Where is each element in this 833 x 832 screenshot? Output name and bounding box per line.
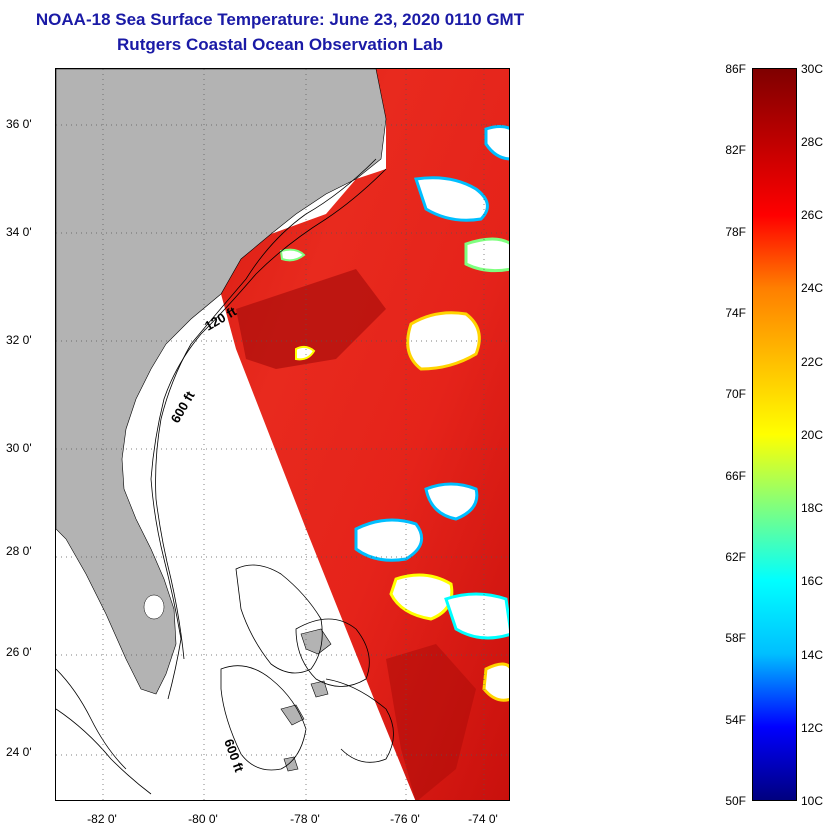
colorbar-label-58f: 58F — [725, 631, 746, 645]
map-panel: 120 ft 600 ft 600 ft — [55, 68, 510, 801]
colorbar-label-20c: 20C — [801, 428, 824, 442]
lon-label-78: -78 0' — [290, 812, 320, 826]
us-landmass — [56, 69, 387, 695]
colorbar-label-22c: 22C — [801, 355, 824, 369]
colorbar-label-10c: 10C — [801, 794, 824, 808]
bathymetry-contours — [56, 158, 394, 795]
colorbar-label-82f: 82F — [725, 143, 746, 157]
lon-label-74: -74 0' — [468, 812, 498, 826]
colorbar-label-30c: 30C — [801, 62, 824, 76]
temperature-colorbar — [752, 68, 797, 801]
lat-label-30: 30 0' — [6, 441, 32, 455]
colorbar-label-62f: 62F — [725, 550, 746, 564]
figure-title: NOAA-18 Sea Surface Temperature: June 23… — [35, 10, 525, 29]
lon-label-82: -82 0' — [87, 812, 117, 826]
colorbar-label-28c: 28C — [801, 135, 824, 149]
colorbar-label-54f: 54F — [725, 713, 746, 727]
sst-map-canvas: 120 ft 600 ft 600 ft — [56, 69, 509, 800]
lat-label-28: 28 0' — [6, 544, 32, 558]
colorbar-label-26c: 26C — [801, 208, 824, 222]
bahamas-islands — [280, 628, 332, 772]
colorbar-label-70f: 70F — [725, 387, 746, 401]
lon-label-76: -76 0' — [390, 812, 420, 826]
cloud-mask-patches — [279, 125, 509, 702]
figure-subtitle: Rutgers Coastal Ocean Observation Lab — [117, 35, 443, 54]
sst-warm-south — [386, 644, 476, 800]
lat-label-26: 26 0' — [6, 645, 32, 659]
colorbar-label-24c: 24C — [801, 281, 824, 295]
colorbar-label-14c: 14C — [801, 648, 824, 662]
contour-label-600ft-north: 600 ft — [168, 388, 198, 425]
colorbar-label-86f: 86F — [725, 62, 746, 76]
lat-label-24: 24 0' — [6, 745, 32, 759]
sst-warm-core — [236, 269, 386, 369]
colorbar-label-66f: 66F — [725, 469, 746, 483]
graticule — [56, 69, 509, 800]
colorbar-label-74f: 74F — [725, 306, 746, 320]
colorbar-label-78f: 78F — [725, 225, 746, 239]
colorbar-label-18c: 18C — [801, 501, 824, 515]
colorbar-label-12c: 12C — [801, 721, 824, 735]
colorbar-label-16c: 16C — [801, 574, 824, 588]
contour-label-600ft-south: 600 ft — [221, 737, 247, 775]
lon-label-80: -80 0' — [188, 812, 218, 826]
lake-okeechobee — [143, 594, 165, 620]
colorbar-label-50f: 50F — [725, 794, 746, 808]
lat-label-32: 32 0' — [6, 333, 32, 347]
lat-label-36: 36 0' — [6, 117, 32, 131]
lat-label-34: 34 0' — [6, 225, 32, 239]
